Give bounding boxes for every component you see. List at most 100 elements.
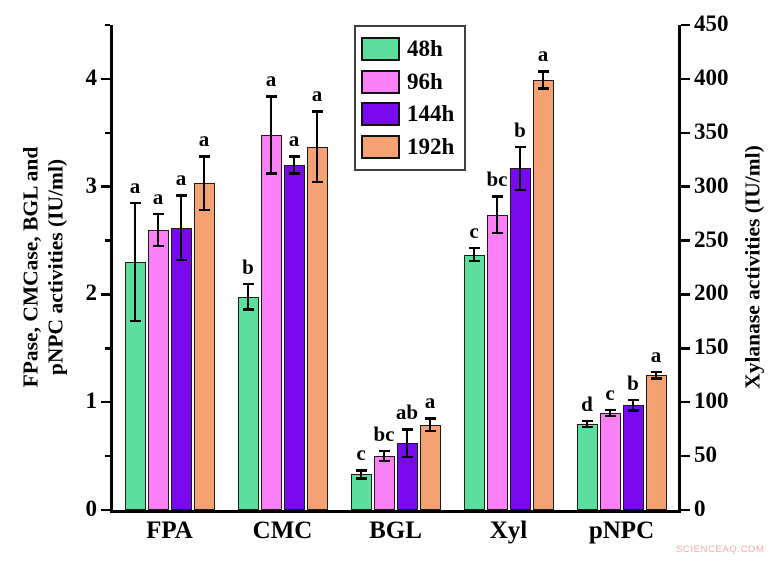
error-bar — [631, 400, 635, 411]
significance-letter: b — [514, 117, 526, 142]
error-bar — [541, 71, 545, 89]
error-bar-cap-top — [265, 95, 277, 98]
left-axis-tick-label: 0 — [85, 496, 98, 521]
left-axis-major-tick — [101, 400, 110, 404]
error-bar — [382, 450, 386, 462]
error-bar-cap-bottom — [604, 414, 616, 418]
error-bar — [202, 156, 206, 211]
significance-letter: bc — [373, 421, 395, 446]
left-axis-major-tick — [101, 508, 110, 512]
significance-letter: a — [265, 67, 277, 92]
significance-letter: c — [469, 219, 479, 244]
error-bar-cap-top — [514, 145, 526, 149]
left-axis-tick-label: 2 — [85, 280, 98, 306]
significance-letter: a — [424, 389, 436, 414]
error-bar — [495, 196, 499, 233]
left-axis-minor-tick — [105, 239, 110, 242]
legend-label: 48h — [407, 35, 443, 61]
right-axis-tick-label: 400 — [694, 64, 729, 90]
error-bar-cap-top — [627, 399, 639, 402]
legend-item-144h: 144h — [361, 99, 459, 129]
bar-144h-pNPC — [622, 405, 644, 510]
error-bar — [179, 195, 183, 260]
right-axis-major-tick — [681, 23, 690, 27]
significance-letter: a — [198, 127, 210, 152]
right-axis-line — [678, 25, 681, 513]
bar-96h-Xyl — [486, 214, 508, 510]
error-bar-cap-bottom — [424, 429, 436, 433]
left-axis-major-tick — [101, 293, 110, 296]
error-bar-cap-top — [152, 212, 164, 215]
right-axis-major-tick — [681, 131, 690, 135]
error-bar-cap-top — [198, 155, 210, 158]
right-axis-tick-label: 350 — [694, 118, 729, 144]
error-bar-cap-top — [468, 247, 480, 250]
x-category-label: CMC — [252, 517, 313, 544]
left-axis-minor-tick — [105, 23, 110, 27]
significance-letter: a — [175, 166, 187, 191]
error-bar-cap-top — [175, 194, 187, 197]
bar-96h-FPA — [147, 229, 169, 510]
error-bar — [428, 418, 432, 432]
legend-swatch-96h — [361, 69, 400, 94]
error-bar-cap-bottom — [311, 180, 323, 184]
significance-letter: d — [581, 391, 593, 416]
left-axis-tick-label: 4 — [85, 64, 98, 90]
right-axis-tick-label: 150 — [694, 334, 729, 360]
legend-swatch-144h — [361, 102, 400, 127]
right-axis-major-tick — [681, 239, 690, 242]
right-axis-major-tick — [681, 454, 690, 458]
error-bar-cap-top — [355, 469, 367, 472]
left-axis-minor-tick — [105, 131, 110, 135]
error-bar-cap-bottom — [514, 188, 526, 191]
legend-label: 144h — [407, 101, 455, 127]
error-bar-cap-bottom — [401, 455, 413, 459]
error-bar-cap-bottom — [198, 208, 210, 212]
error-bar-cap-top — [604, 408, 616, 412]
bar-192h-CMC — [306, 146, 328, 510]
legend-item-192h: 192h — [361, 132, 459, 162]
error-bar-cap-top — [288, 155, 300, 158]
error-bar-cap-bottom — [152, 244, 164, 247]
left-axis-tick-label: 1 — [85, 388, 98, 414]
legend-swatch-192h — [361, 135, 400, 160]
x-category-label: Xyl — [489, 517, 528, 544]
bar-48h-BGL — [350, 474, 372, 510]
significance-letter: c — [605, 380, 615, 405]
right-axis-major-tick — [681, 293, 690, 296]
significance-letter: a — [152, 184, 164, 209]
right-axis-major-tick — [681, 508, 690, 512]
error-bar — [269, 96, 273, 174]
significance-letter: bc — [486, 167, 508, 192]
error-bar — [405, 429, 409, 458]
right-axis-tick-label: 250 — [694, 226, 729, 252]
significance-letter: a — [288, 127, 300, 152]
error-bar-cap-bottom — [650, 377, 662, 380]
left-axis-minor-tick — [105, 347, 110, 350]
right-axis-tick-label: 50 — [694, 442, 717, 468]
significance-letter: c — [356, 441, 366, 466]
left-axis-minor-tick — [105, 454, 110, 458]
significance-letter: b — [242, 254, 254, 279]
legend-item-96h: 96h — [361, 67, 459, 97]
error-bar-cap-bottom — [129, 319, 141, 323]
left-axis-line — [110, 25, 113, 513]
x-category-label: BGL — [369, 517, 422, 544]
significance-letter: a — [537, 42, 549, 67]
legend-label: 192h — [407, 134, 455, 160]
significance-letter: a — [129, 173, 141, 198]
right-axis-major-tick — [681, 400, 690, 404]
error-bar — [133, 202, 137, 322]
legend: 48h 96h 144h 192h — [354, 25, 466, 171]
bar-144h-CMC — [283, 165, 305, 510]
bar-192h-FPA — [193, 183, 215, 510]
error-bar — [315, 111, 319, 183]
legend-swatch-48h — [361, 36, 400, 61]
error-bar-cap-bottom — [627, 409, 639, 412]
bar-192h-BGL — [419, 424, 441, 510]
right-axis-major-tick — [681, 185, 690, 188]
bar-192h-pNPC — [645, 375, 667, 510]
bar-144h-FPA — [170, 227, 192, 510]
error-bar-cap-top — [311, 110, 323, 113]
